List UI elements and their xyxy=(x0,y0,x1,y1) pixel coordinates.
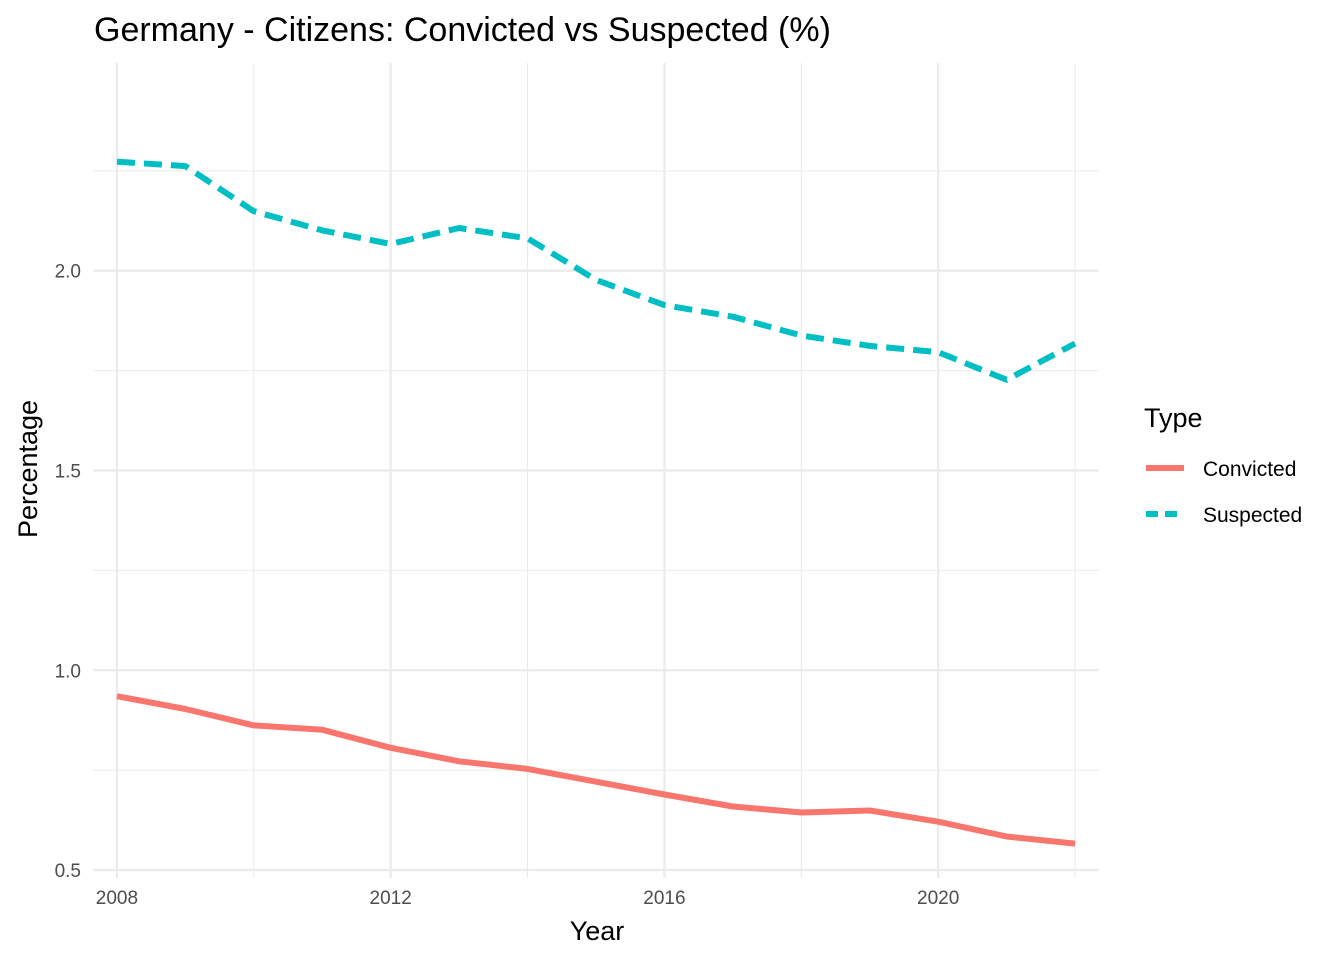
x-axis-title: Year xyxy=(570,916,625,946)
series-line-suspected xyxy=(116,158,1077,383)
x-tick-label: 2008 xyxy=(96,888,138,909)
plot-area xyxy=(116,158,1077,847)
chart-title: Germany - Citizens: Convicted vs Suspect… xyxy=(94,11,831,49)
legend-title: Type xyxy=(1144,403,1203,433)
y-tick-label: 1.5 xyxy=(55,462,81,483)
x-tick-label: 2016 xyxy=(643,888,685,909)
grid xyxy=(93,63,1099,878)
x-tick-label: 2020 xyxy=(917,888,959,909)
legend-label-convicted: Convicted xyxy=(1203,458,1296,481)
legend: Type Convicted Suspected xyxy=(1144,403,1302,527)
x-tick-label: 2012 xyxy=(370,888,412,909)
y-tick-label: 1.0 xyxy=(55,661,81,682)
series-line-convicted xyxy=(116,693,1076,847)
y-tick-label: 0.5 xyxy=(55,861,81,882)
y-axis-title: Percentage xyxy=(13,400,43,538)
y-tick-label: 2.0 xyxy=(55,262,81,283)
legend-label-suspected: Suspected xyxy=(1203,504,1302,527)
axis-ticks: 2008 2012 2016 2020 0.5 1.0 1.5 2.0 xyxy=(55,262,960,909)
